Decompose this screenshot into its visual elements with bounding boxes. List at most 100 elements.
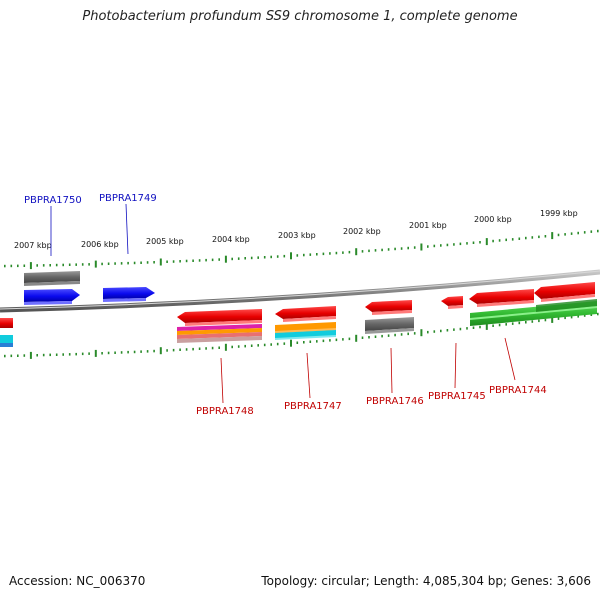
- upper-ruler-minor-tick: [597, 229, 599, 233]
- lower-ruler-major-tick: [290, 339, 292, 347]
- upper-ruler-minor-tick: [511, 238, 514, 241]
- upper-ruler-minor-tick: [453, 243, 455, 246]
- lower-ruler-minor-tick: [62, 353, 64, 356]
- upper-ruler-minor-tick: [577, 231, 579, 235]
- lower-ruler-minor-tick: [374, 335, 377, 338]
- upper-ruler-minor-tick: [583, 231, 586, 234]
- lower-ruler-minor-tick: [101, 352, 103, 355]
- lower-ruler-minor-tick: [172, 348, 175, 352]
- tick-label-2001: 2001 kbp: [409, 221, 447, 230]
- lower-ruler-major-tick: [485, 322, 488, 330]
- upper-ruler-major-tick: [551, 232, 554, 240]
- upper-ruler-minor-tick: [322, 252, 325, 256]
- lower-ruler-minor-tick: [107, 351, 110, 355]
- lower-ruler: [4, 312, 599, 359]
- upper-ruler-minor-tick: [153, 261, 155, 264]
- gene-gray-upper[interactable]: [24, 271, 80, 286]
- upper-ruler-major-tick: [224, 255, 227, 263]
- lower-ruler-minor-tick: [198, 347, 201, 350]
- upper-ruler-minor-tick: [570, 232, 573, 235]
- gene-PBPRA1746[interactable]: [365, 300, 414, 334]
- upper-ruler-minor-tick: [55, 263, 58, 267]
- lower-ruler-minor-tick: [270, 343, 272, 346]
- lower-ruler-minor-tick: [525, 321, 527, 324]
- upper-ruler-minor-tick: [440, 244, 442, 247]
- lower-ruler-minor-tick: [472, 326, 475, 329]
- upper-ruler-minor-tick: [342, 251, 344, 254]
- lower-ruler-minor-tick: [511, 322, 514, 325]
- lower-ruler-minor-tick: [250, 344, 253, 347]
- upper-ruler-minor-tick: [413, 246, 416, 249]
- upper-ruler-minor-tick: [407, 246, 409, 250]
- upper-ruler-minor-tick: [23, 264, 26, 267]
- lower-ruler-minor-tick: [322, 339, 325, 343]
- upper-ruler-minor-tick: [283, 254, 286, 258]
- lower-ruler-minor-tick: [492, 324, 494, 327]
- label-PBPRA1746[interactable]: PBPRA1746: [366, 396, 424, 407]
- upper-ruler-minor-tick: [257, 256, 259, 259]
- lower-ruler-minor-tick: [88, 352, 90, 355]
- upper-ruler-major-tick: [290, 252, 292, 260]
- gene-PBPRA1750[interactable]: [24, 289, 80, 305]
- lower-ruler-major-tick: [420, 329, 423, 337]
- gene-PBPRA1745[interactable]: [441, 296, 463, 309]
- upper-ruler-minor-tick: [400, 247, 403, 250]
- upper-ruler-minor-tick: [218, 258, 220, 261]
- lower-ruler-minor-tick: [590, 313, 593, 316]
- upper-ruler-minor-tick: [361, 250, 364, 253]
- lower-ruler-minor-tick: [394, 333, 396, 337]
- upper-ruler-minor-tick: [166, 260, 168, 263]
- upper-ruler-minor-tick: [140, 261, 142, 264]
- lower-ruler-minor-tick: [531, 320, 534, 323]
- lower-ruler-minor-tick: [583, 314, 586, 317]
- lower-ruler-major-tick: [551, 315, 554, 323]
- upper-ruler-minor-tick: [10, 264, 13, 268]
- lower-ruler-minor-tick: [459, 327, 462, 331]
- upper-ruler-minor-tick: [211, 258, 214, 262]
- label-PBPRA1745[interactable]: PBPRA1745: [428, 391, 486, 402]
- upper-ruler-minor-tick: [296, 254, 299, 257]
- gene-PBPRA1749[interactable]: [103, 287, 155, 302]
- upper-ruler: [4, 229, 599, 270]
- lower-ruler-minor-tick: [544, 318, 547, 322]
- upper-ruler-minor-tick: [374, 249, 377, 252]
- upper-ruler-minor-tick: [133, 261, 136, 265]
- label-PBPRA1747[interactable]: PBPRA1747: [284, 401, 342, 412]
- tick-label-1999: 1999 kbp: [540, 209, 578, 218]
- lower-genes: [0, 282, 597, 347]
- gene-PBPRA1747[interactable]: [275, 306, 336, 340]
- label-PBPRA1748[interactable]: PBPRA1748: [196, 406, 254, 417]
- gene-left-edge[interactable]: [0, 318, 13, 347]
- upper-ruler-minor-tick: [81, 263, 84, 266]
- lower-ruler-minor-tick: [577, 315, 579, 318]
- lower-ruler-minor-tick: [538, 319, 540, 323]
- upper-ruler-minor-tick: [368, 249, 370, 253]
- gene-PBPRA1744[interactable]: [469, 282, 597, 326]
- upper-ruler-minor-tick: [62, 263, 64, 267]
- gene-PBPRA1748[interactable]: [177, 309, 262, 343]
- upper-ruler-minor-tick: [101, 262, 103, 266]
- upper-ruler-minor-tick: [348, 250, 351, 254]
- upper-ruler-minor-tick: [17, 264, 19, 268]
- upper-ruler-minor-tick: [42, 264, 45, 267]
- upper-ruler-minor-tick: [479, 241, 481, 244]
- upper-ruler-minor-tick: [231, 257, 233, 261]
- lower-ruler-minor-tick: [42, 353, 45, 357]
- tick-label-2004: 2004 kbp: [212, 235, 250, 244]
- lower-ruler-minor-tick: [179, 348, 181, 351]
- lower-ruler-minor-tick: [133, 350, 136, 354]
- lower-ruler-minor-tick: [218, 346, 220, 349]
- upper-ruler-minor-tick: [4, 264, 6, 268]
- lower-ruler-minor-tick: [146, 350, 149, 353]
- upper-ruler-minor-tick: [329, 252, 331, 255]
- lower-ruler-minor-tick: [49, 353, 51, 357]
- upper-ruler-minor-tick: [107, 262, 110, 265]
- label-PBPRA1750[interactable]: PBPRA1750: [24, 195, 82, 206]
- label-PBPRA1744[interactable]: PBPRA1744: [489, 385, 547, 396]
- lower-ruler-minor-tick: [413, 332, 416, 335]
- lower-ruler-minor-tick: [296, 341, 299, 344]
- upper-ruler-minor-tick: [172, 260, 175, 263]
- upper-ruler-minor-tick: [498, 239, 501, 242]
- label-PBPRA1749[interactable]: PBPRA1749: [99, 193, 157, 204]
- lower-ruler-minor-tick: [518, 321, 521, 325]
